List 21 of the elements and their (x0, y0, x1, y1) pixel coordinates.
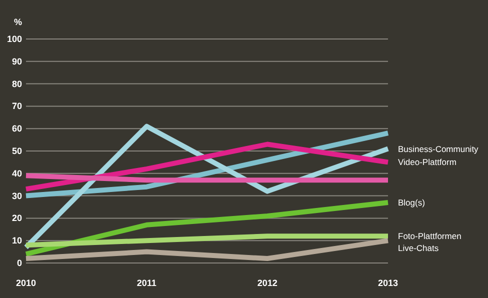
y-tick-label: 60 (12, 124, 22, 134)
x-tick-label: 2011 (136, 278, 156, 288)
x-tick-label: 2012 (257, 278, 278, 288)
y-axis-title: % (14, 17, 22, 27)
y-tick-label: 50 (12, 146, 22, 156)
x-tick-label: 2010 (16, 278, 36, 288)
y-tick-label: 20 (12, 213, 22, 224)
y-tick-label: 70 (12, 101, 22, 112)
series-label: Video-Plattform (398, 157, 456, 168)
y-tick-label: 0 (16, 258, 22, 268)
y-tick-label: 100 (6, 34, 22, 44)
series-label: Foto-Plattformen (398, 231, 462, 242)
y-tick-label: 90 (12, 56, 22, 66)
y-tick-label: 10 (12, 236, 22, 246)
y-tick-label: 40 (12, 168, 22, 178)
series-label: Live-Chats (398, 243, 439, 254)
series-label: Blog(s) (398, 198, 426, 208)
y-tick-label: 80 (12, 78, 22, 89)
y-tick-label: 30 (12, 190, 22, 201)
x-tick-label: 2013 (378, 278, 398, 288)
series-label: Business-Community (398, 144, 480, 154)
